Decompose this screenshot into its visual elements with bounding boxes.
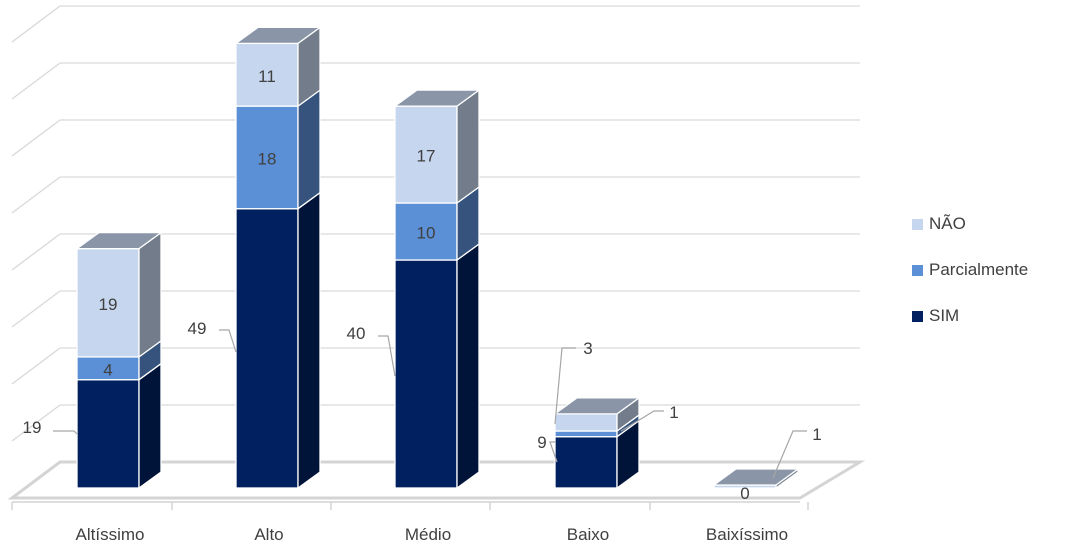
bar-top-alto [234,26,322,45]
bars [75,26,800,490]
legend-item-sim: SIM [912,304,1028,328]
bar-alto-sim [235,208,299,489]
gridline-side-10 [11,404,61,442]
bar-top-baixissimo [712,468,800,486]
bar-side-altissimo-nao [138,231,162,359]
x-tick-label-baixissimo: Baixíssimo [706,525,788,544]
bar-top-altissimo [75,231,163,250]
legend-swatch-sim [912,310,923,322]
data-label-altissimo-sim: 19 [23,418,42,437]
bar-baixo-parcialmente [554,430,618,438]
legend-label-sim: SIM [929,306,960,325]
data-label-baixissimo-sim: 0 [740,484,749,503]
gridline-side-20 [11,347,61,385]
bar-top-baixo [553,397,641,415]
bar-altissimo-nao [76,247,140,358]
x-axis: Altíssimo Alto Médio Baixo Baixíssimo [11,501,809,544]
bar-medio-sim [394,259,458,489]
bar-medio-nao [394,105,458,204]
legend: NÃO Parcialmente SIM [912,212,1028,350]
data-labels: 19 4 19 49 18 11 40 10 17 9 1 3 0 1 [23,67,822,503]
bar-alto-parcialmente [235,105,299,210]
data-label-baixo-sim: 9 [537,433,546,452]
bar-alto-nao [235,42,299,107]
bar-altissimo-sim [76,379,140,489]
gridline-side-60 [11,119,61,157]
leader-baixo-parcialmente [620,410,664,432]
gridline-side-70 [11,62,61,100]
data-label-baixo-nao: 3 [583,339,592,358]
data-label-alto-nao: 11 [258,67,276,86]
bar-side-alto-parcialmente [297,88,321,210]
leader-alto-sim [219,329,237,353]
leader-baixissimo-nao [772,430,807,479]
bar-side-medio-sim [456,242,480,490]
bar-top-medio [393,89,481,107]
x-tick-label-altissimo: Altíssimo [76,525,145,544]
data-label-medio-sim: 40 [347,324,366,343]
data-label-altissimo-nao: 19 [99,295,118,314]
x-tick-label-baixo: Baixo [567,525,610,544]
data-label-medio-nao: 17 [417,147,436,166]
legend-label-parcialmente: Parcialmente [929,260,1029,279]
data-label-altissimo-parcialmente: 4 [103,360,112,379]
bar-baixo-nao [554,413,618,432]
gridline-side-80 [11,5,61,43]
legend-item-parcialmente: Parcialmente [912,258,1028,282]
leader-baixo-sim [549,441,558,463]
legend-swatch-parcialmente [912,264,923,276]
leader-medio-sim [378,335,396,377]
leader-altissimo-sim [53,430,78,435]
data-label-alto-sim: 49 [188,319,207,338]
data-label-medio-parcialmente: 10 [417,224,436,243]
x-tick-label-alto: Alto [254,525,283,544]
bar-side-altissimo-sim [138,362,162,490]
data-label-alto-parcialmente: 18 [258,149,277,168]
data-label-baixo-parcialmente: 1 [669,403,678,422]
x-tick-label-medio: Médio [405,525,451,544]
gridline-side-40 [11,233,61,271]
gridline-side-50 [11,176,61,214]
gridline-side-30 [11,290,61,328]
bar-baixo-sim [554,436,618,489]
bar-side-medio-nao [456,88,480,205]
legend-label-nao: NÃO [929,214,966,233]
legend-swatch-nao [912,218,923,230]
bar-side-alto-sim [297,191,321,490]
leader-baixo-nao [554,347,576,425]
data-label-baixissimo-nao: 1 [812,425,821,444]
legend-item-nao: NÃO [912,212,1028,236]
